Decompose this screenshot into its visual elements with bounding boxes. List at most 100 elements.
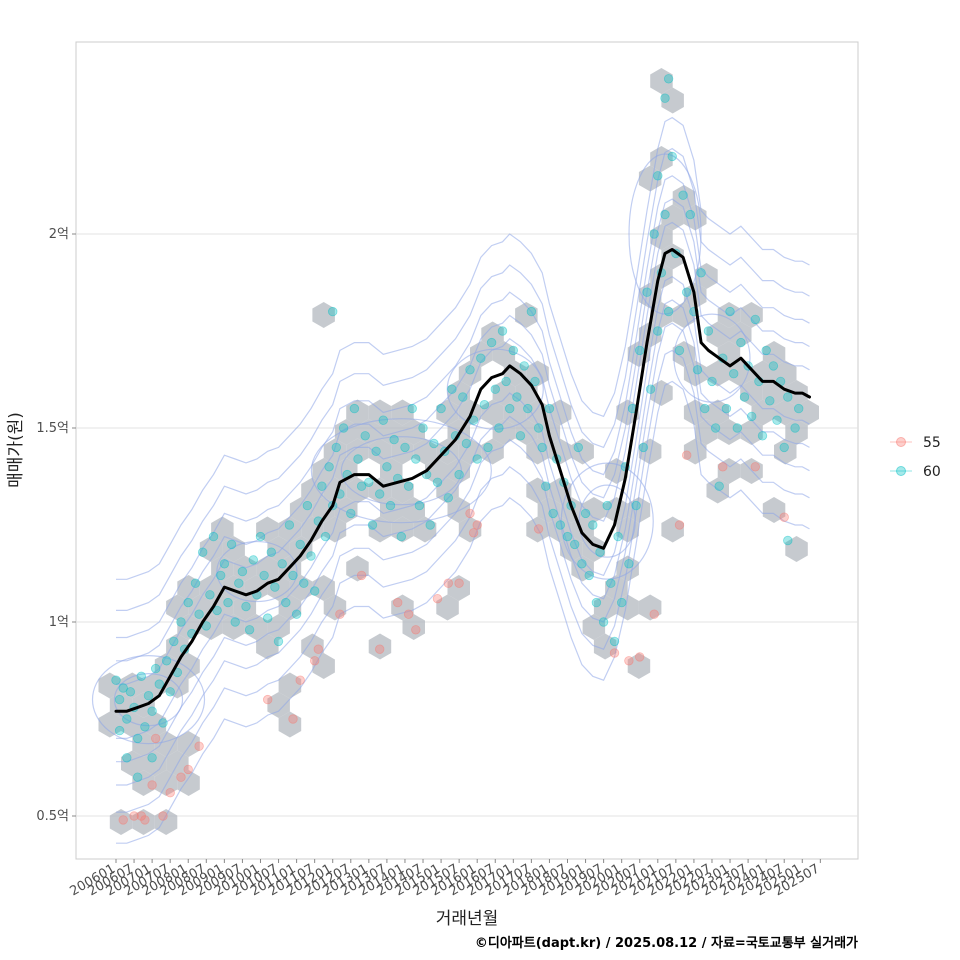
- data-point-60: [118, 683, 128, 693]
- data-point-60: [385, 500, 396, 511]
- hexbin-cell: [312, 302, 335, 328]
- data-point-60: [526, 306, 537, 317]
- data-point-60: [598, 617, 609, 627]
- hexbin-cell: [256, 516, 279, 543]
- data-point-55: [375, 644, 385, 654]
- hexbin-cell: [571, 555, 594, 582]
- density-contour: [560, 462, 654, 580]
- data-point-60: [624, 559, 634, 569]
- data-point-60: [783, 392, 793, 402]
- hexbin-cell: [774, 438, 797, 465]
- data-point-60: [729, 369, 739, 379]
- data-point-60: [158, 718, 168, 728]
- hexbin-cell: [154, 731, 178, 757]
- data-point-60: [132, 733, 143, 744]
- density-contour: [116, 322, 810, 786]
- data-point-60: [194, 609, 204, 619]
- data-point-55: [779, 512, 789, 522]
- hexbin-cell: [289, 497, 313, 523]
- hexbin-cell: [650, 146, 673, 172]
- data-point-60: [555, 520, 566, 530]
- data-point-55: [674, 520, 685, 530]
- data-point-60: [356, 481, 367, 491]
- data-point-55: [288, 714, 298, 724]
- hexbin-cell: [267, 536, 290, 562]
- data-point-60: [291, 609, 302, 619]
- data-point-60: [700, 403, 710, 414]
- hexbin-cell: [346, 399, 369, 426]
- hexbin-cell: [672, 341, 696, 367]
- scatter-points: [111, 74, 804, 825]
- hexbin-cell: [188, 594, 212, 621]
- hexbin-cell: [481, 321, 504, 348]
- data-point-60: [577, 559, 587, 569]
- data-point-60: [653, 326, 663, 336]
- hexbin-cell: [548, 438, 572, 465]
- hexbin-cell: [661, 243, 684, 270]
- data-point-60: [132, 772, 143, 782]
- hexbin-cell: [729, 321, 752, 348]
- data-point-55: [158, 811, 168, 821]
- density-contours: [91, 116, 810, 844]
- hexbin-cell: [143, 711, 167, 738]
- data-point-60: [190, 578, 201, 588]
- data-point-60: [544, 403, 555, 414]
- data-point-55: [356, 570, 367, 581]
- data-point-60: [284, 520, 295, 530]
- data-point-60: [429, 438, 439, 449]
- data-point-60: [790, 423, 800, 433]
- hexbin-cell: [199, 536, 223, 562]
- data-point-55: [183, 764, 193, 775]
- data-point-60: [674, 345, 685, 356]
- data-point-60: [197, 547, 208, 557]
- data-point-60: [725, 306, 735, 317]
- data-point-60: [523, 403, 533, 414]
- hexbin-cell: [751, 399, 774, 426]
- hexbin-cell: [447, 380, 470, 406]
- data-point-60: [165, 687, 175, 697]
- legend-key-60: [896, 466, 906, 476]
- hexbin-cell: [380, 458, 403, 484]
- data-point-60: [584, 570, 594, 581]
- data-point-60: [255, 531, 266, 542]
- data-point-60: [667, 151, 677, 162]
- data-point-60: [176, 617, 186, 627]
- data-point-60: [208, 531, 219, 542]
- data-point-60: [353, 454, 363, 464]
- y-tick-label: 1.5억: [36, 421, 69, 436]
- hexbin-cell: [211, 516, 234, 543]
- data-point-60: [454, 469, 464, 480]
- density-contour: [116, 147, 810, 611]
- hexbin-cell: [368, 633, 392, 660]
- density-contour: [628, 153, 702, 315]
- data-point-60: [414, 500, 425, 511]
- legend-label-60: 60: [923, 464, 941, 480]
- data-point-60: [508, 345, 519, 356]
- data-point-60: [418, 423, 428, 433]
- data-point-60: [328, 306, 338, 317]
- data-point-60: [476, 353, 486, 363]
- data-point-60: [678, 190, 688, 200]
- data-point-60: [360, 431, 370, 441]
- data-point-60: [562, 531, 573, 542]
- hexbin-cell: [616, 594, 639, 621]
- y-axis-title: 매매가(원): [6, 412, 26, 488]
- data-point-60: [288, 570, 298, 581]
- data-point-60: [230, 617, 240, 627]
- data-point-55: [136, 811, 147, 821]
- hexbin-cell: [470, 341, 493, 367]
- data-point-60: [295, 539, 305, 550]
- hexbin-cell: [301, 633, 324, 660]
- data-point-60: [617, 597, 627, 608]
- data-point-60: [407, 403, 417, 414]
- y-axis: 0.5억 1억 1.5억 2억: [36, 227, 76, 824]
- hexbin-cell: [436, 594, 459, 621]
- hexbin-cell: [368, 477, 392, 504]
- hexbin-cell: [132, 809, 155, 835]
- data-point-60: [613, 531, 623, 542]
- data-point-60: [114, 725, 125, 736]
- data-point-60: [663, 306, 674, 317]
- data-point-55: [165, 788, 175, 798]
- hexbin-cell: [267, 692, 290, 718]
